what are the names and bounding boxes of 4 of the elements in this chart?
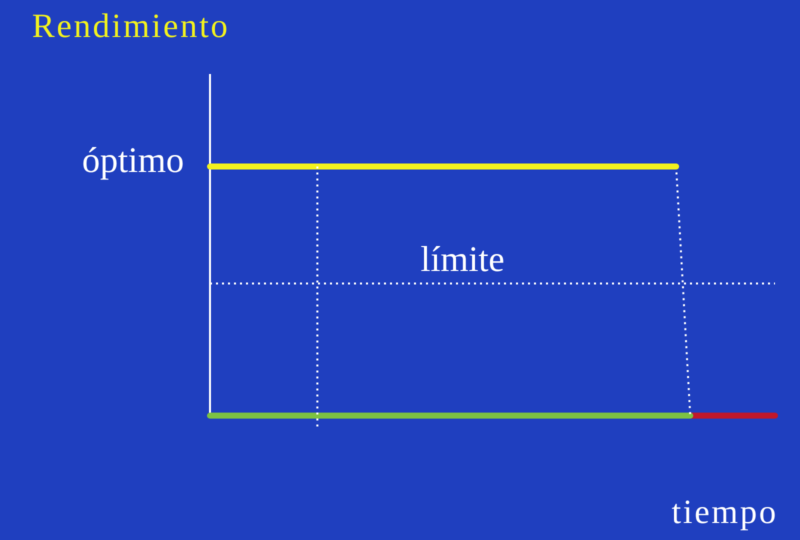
- y-axis-title: Rendimiento: [32, 8, 230, 46]
- x-axis-title: tiempo: [672, 494, 778, 532]
- ref-line-label: límite: [420, 239, 504, 279]
- text: óptimo: [82, 140, 184, 180]
